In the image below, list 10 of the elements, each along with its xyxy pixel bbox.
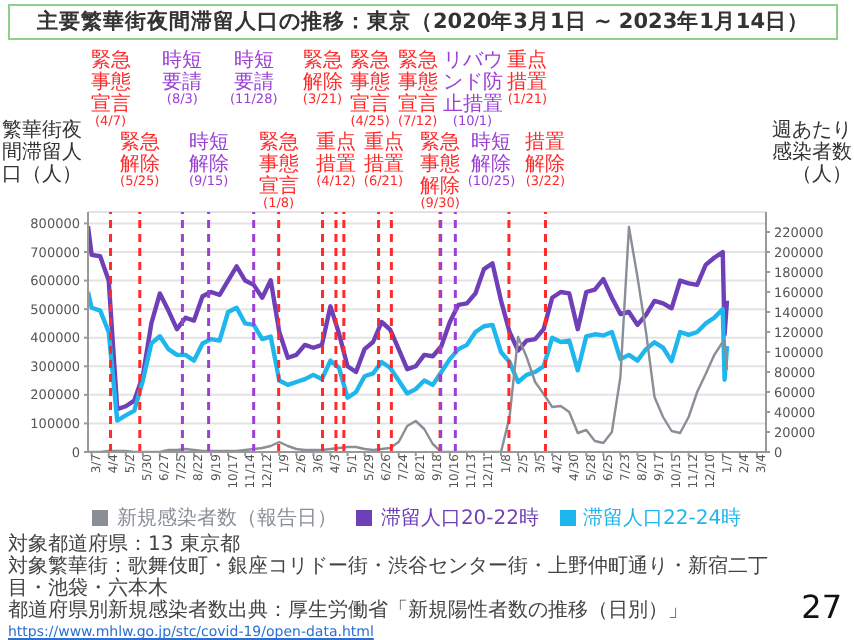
y2-axis-title: 週あたり感染者数（人） bbox=[770, 120, 852, 186]
chart-title: 主要繁華街夜間滞留人口の推移：東京（2020年3月1日 ~ 2023年1月14日） bbox=[8, 4, 838, 40]
text: 対象繁華街：歌舞伎町・銀座コリドー街・渋谷センター街・上野仲町通り・新宿二丁目・池袋・六本木 bbox=[8, 556, 770, 600]
y-axis-title: 繁華街夜間滞留人口（人） bbox=[2, 120, 84, 186]
legend-label: 滞留人口22-24時 bbox=[583, 508, 742, 530]
text: 都道府県別新規感染者数出典：厚生労働省「新規陽性者数の推移（日別）」 bbox=[8, 600, 690, 622]
text: 27 bbox=[801, 588, 842, 626]
text: 対象都道府県：13 東京都 bbox=[8, 534, 242, 556]
legend-label: 滞留人口20-22時 bbox=[380, 508, 539, 530]
legend-label: 新規感染者数（報告日） bbox=[116, 508, 337, 530]
